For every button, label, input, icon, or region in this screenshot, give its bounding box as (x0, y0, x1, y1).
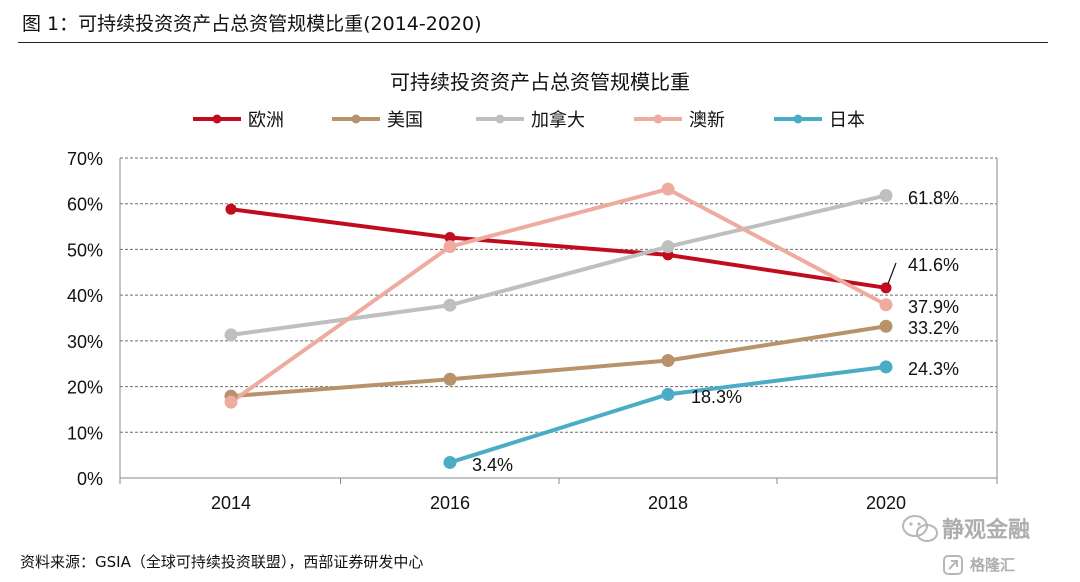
data-point (443, 455, 457, 469)
data-point (661, 182, 675, 196)
data-point (879, 360, 893, 374)
data-point (443, 298, 457, 312)
series-line (229, 187, 887, 404)
data-point (661, 354, 675, 368)
gelonghui-logo-icon (943, 555, 963, 575)
wechat-icon (902, 515, 938, 542)
data-label: 41.6% (908, 255, 959, 275)
legend-swatch-marker (793, 114, 803, 124)
y-tick-label: 60% (67, 195, 103, 215)
chart-title: 可持续投资资产占总资管规模比重 (390, 70, 690, 94)
watermark: 静观金融 格隆汇 (890, 502, 1080, 582)
watermark-sub: 格隆汇 (970, 556, 1016, 574)
data-point (443, 372, 457, 386)
y-tick-label: 50% (67, 240, 103, 260)
legend-swatch-marker (212, 114, 222, 124)
series-line (230, 193, 887, 337)
x-axis: 2014 2016 2018 2020 (119, 477, 998, 513)
y-tick-label: 40% (67, 286, 103, 306)
x-tick-label: 2018 (648, 493, 688, 513)
x-tick-label: 2020 (866, 493, 906, 513)
y-tick-label: 20% (67, 378, 103, 398)
x-tick-label: 2016 (430, 493, 470, 513)
legend-label: 日本 (829, 110, 865, 131)
data-point (879, 188, 893, 202)
series-line (449, 364, 887, 465)
legend-swatch-marker (351, 114, 361, 124)
y-tick-label: 0% (77, 469, 103, 489)
x-tick-label: 2014 (211, 493, 251, 513)
series-layer (224, 182, 893, 469)
data-point (879, 298, 893, 312)
data-point (224, 328, 238, 342)
line-chart: 可持续投资资产占总资管规模比重 欧洲 美国 加拿大 澳新 日本 0% 10% 20% 30% 4… (67, 70, 998, 513)
legend-label: 美国 (387, 110, 423, 131)
y-axis: 0% 10% 20% 30% 40% 50% 60% 70% (67, 149, 998, 489)
data-point (661, 387, 675, 401)
legend-label: 加拿大 (531, 109, 585, 131)
data-point (443, 240, 457, 254)
legend-swatch-marker (495, 114, 505, 124)
label-leader-line (887, 262, 897, 285)
data-label: 61.8% (908, 188, 959, 208)
legend-swatch-marker (653, 114, 663, 124)
legend-label: 澳新 (689, 110, 725, 131)
y-tick-label: 10% (67, 423, 103, 443)
watermark-main: 静观金融 (942, 518, 1031, 543)
data-labels: 41.6% 33.2% 61.8% 37.9% 3.4% 18.3% 24.3% (472, 188, 959, 475)
data-label: 37.9% (908, 297, 959, 317)
data-label: 18.3% (691, 387, 742, 407)
data-point (661, 240, 675, 254)
figure-caption: 图 1：可持续投资资产占总资管规模比重(2014-2020) (22, 13, 482, 35)
data-point (225, 203, 237, 215)
series-line (230, 324, 887, 399)
data-label: 24.3% (908, 359, 959, 379)
y-tick-label: 70% (67, 149, 103, 169)
y-tick-label: 30% (67, 332, 103, 352)
caption-divider (18, 42, 1048, 43)
data-point (444, 232, 456, 244)
data-label: 3.4% (472, 455, 513, 475)
series-line (230, 207, 887, 290)
data-point (224, 395, 238, 409)
legend-label: 欧洲 (248, 110, 284, 131)
data-label: 33.2% (908, 318, 959, 338)
legend: 欧洲 美国 加拿大 澳新 日本 (193, 109, 865, 131)
data-point (880, 282, 892, 294)
source-note: 资料来源：GSIA（全球可持续投资联盟），西部证券研发中心 (20, 553, 424, 571)
data-point (879, 319, 893, 333)
